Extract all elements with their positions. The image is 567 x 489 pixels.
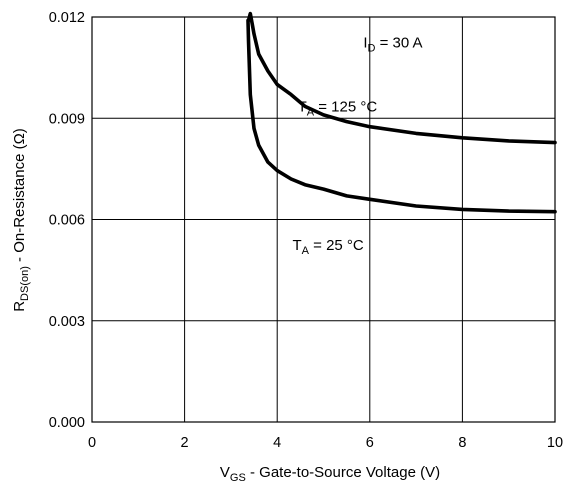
y-tick-label: 0.000 bbox=[49, 415, 85, 431]
series-line-ta125 bbox=[246, 11, 557, 145]
x-axis-label-sub: GS bbox=[230, 472, 246, 484]
y-axis-label-main: R bbox=[11, 301, 28, 312]
series-lines bbox=[246, 11, 557, 214]
x-tick-label: 4 bbox=[273, 435, 281, 451]
x-axis-label-main: V bbox=[220, 464, 230, 481]
id-label: ID = 30 A bbox=[363, 34, 422, 54]
x-tick-labels: 0 2 4 6 8 10 bbox=[88, 435, 563, 451]
y-axis-label-rest: - On-Resistance (Ω) bbox=[11, 128, 28, 266]
annotations: ID = 30 A TA = 125 °C TA = 25 °C bbox=[292, 34, 422, 257]
ta25-label: TA = 25 °C bbox=[292, 237, 363, 257]
x-axis-label: VGS - Gate-to-Source Voltage (V) bbox=[220, 464, 440, 484]
y-tick-label: 0.012 bbox=[49, 10, 85, 26]
x-tick-label: 10 bbox=[547, 435, 563, 451]
y-tick-label: 0.009 bbox=[49, 111, 85, 127]
plot-frame bbox=[91, 16, 556, 423]
series-line-ta25 bbox=[246, 18, 557, 214]
y-axis-label: RDS(on) - On-Resistance (Ω) bbox=[11, 128, 31, 312]
y-tick-label: 0.003 bbox=[49, 314, 85, 330]
x-tick-label: 6 bbox=[366, 435, 374, 451]
x-tick-label: 2 bbox=[181, 435, 189, 451]
y-tick-label: 0.006 bbox=[49, 213, 85, 229]
y-tick-labels: 0.000 0.003 0.006 0.009 0.012 bbox=[49, 10, 85, 431]
x-tick-label: 0 bbox=[88, 435, 96, 451]
x-axis-label-rest: - Gate-to-Source Voltage (V) bbox=[246, 464, 440, 481]
grid bbox=[92, 17, 555, 422]
x-tick-label: 8 bbox=[458, 435, 466, 451]
ta125-label: TA = 125 °C bbox=[298, 99, 378, 119]
y-axis-label-sub: DS(on) bbox=[19, 266, 31, 301]
